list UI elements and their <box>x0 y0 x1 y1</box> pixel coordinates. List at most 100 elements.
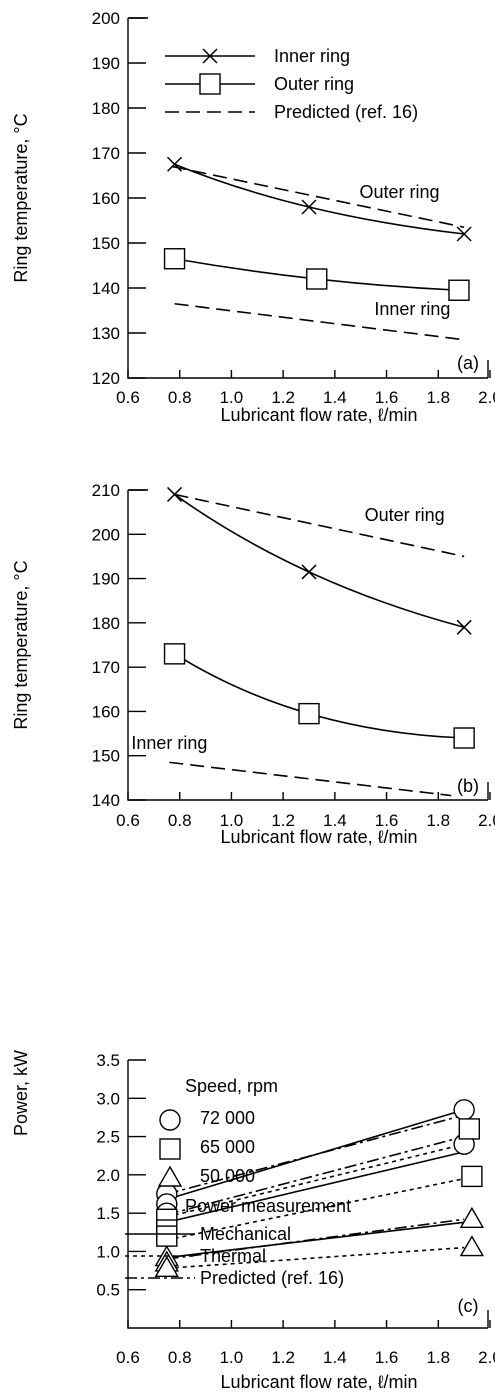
x-axis-label: Lubricant flow rate, ℓ/min <box>221 1372 418 1392</box>
legend-label: Predicted (ref. 16) <box>200 1268 344 1288</box>
series-10 <box>156 1118 483 1247</box>
series-1 <box>166 1151 465 1224</box>
legend-label: 50 000 <box>200 1166 255 1186</box>
x-tick-label: 0.6 <box>116 1348 140 1367</box>
series-0 <box>167 156 472 242</box>
x-tick-label: 1.6 <box>375 1348 399 1367</box>
series-6 <box>166 1114 465 1195</box>
y-tick-label: 170 <box>92 658 120 677</box>
legend-title: Power measurement <box>185 1196 351 1216</box>
data-point-x <box>456 226 472 242</box>
series-line <box>166 1135 465 1216</box>
y-tick-label: 120 <box>92 369 120 388</box>
legend-marker-x <box>202 48 218 64</box>
annotation: Outer ring <box>365 505 445 525</box>
x-axis-label: Lubricant flow rate, ℓ/min <box>221 827 418 847</box>
x-tick-label: 0.8 <box>168 811 192 830</box>
x-tick-label: 0.6 <box>116 388 140 407</box>
legend-marker-circle <box>159 1109 181 1131</box>
series-line <box>171 165 465 229</box>
legend-label: 72 000 <box>200 1108 255 1128</box>
series-0 <box>167 486 472 635</box>
series-line <box>174 493 465 558</box>
y-tick-label: 2.5 <box>96 1128 120 1147</box>
data-point-circle <box>453 1099 475 1121</box>
series-line <box>174 302 465 341</box>
series-line <box>166 1114 465 1195</box>
legend: Inner ring Outer ring Predicted (ref. 16) <box>165 46 418 122</box>
data-point-square <box>163 248 186 270</box>
annotation: Inner ring <box>374 299 450 319</box>
x-tick-label: 1.8 <box>426 811 450 830</box>
y-tick-label: 140 <box>92 279 120 298</box>
x-tick-label: 2.0 <box>478 1348 495 1367</box>
data-point-square <box>458 1118 481 1140</box>
series-0 <box>166 1109 465 1201</box>
y-tick-label: 3.0 <box>96 1089 120 1108</box>
data-point-triangle <box>154 1255 180 1277</box>
data-point-square <box>298 702 320 725</box>
data-point-square <box>156 1225 178 1247</box>
data-point-x <box>301 564 317 580</box>
x-tick-label: 1.2 <box>271 811 295 830</box>
data-point-square <box>448 279 470 301</box>
series-5 <box>166 1246 465 1270</box>
legend-speed: Speed, rpm 72 000 65 000 50 000 <box>157 1076 278 1187</box>
x-tick-label: 1.6 <box>375 388 399 407</box>
data-point-x <box>456 619 472 635</box>
data-point-square <box>461 1165 483 1188</box>
y-tick-label: 1.0 <box>96 1242 120 1261</box>
y-tick-label: 130 <box>92 324 120 343</box>
series-line <box>166 1177 465 1241</box>
y-tick-label: 180 <box>92 614 120 633</box>
annotation: Outer ring <box>359 182 439 202</box>
panel-label: (b) <box>457 776 479 796</box>
panel-label: (a) <box>457 353 479 373</box>
x-tick-label: 2.0 <box>478 388 495 407</box>
series-line <box>174 653 465 739</box>
legend-label: Mechanical <box>200 1224 291 1244</box>
series-line <box>166 1246 465 1270</box>
series-3 <box>166 1143 465 1218</box>
y-tick-label: 170 <box>92 144 120 163</box>
data-point-x <box>301 199 317 215</box>
x-tick-label: 0.8 <box>168 388 192 407</box>
annotation: Inner ring <box>131 733 207 753</box>
y-tick-label: 150 <box>92 747 120 766</box>
x-axis-label: Lubricant flow rate, ℓ/min <box>221 405 418 425</box>
series-7 <box>166 1135 465 1216</box>
y-tick-label: 140 <box>92 791 120 810</box>
data-point-square <box>163 643 186 665</box>
x-tick-label: 1.0 <box>220 811 244 830</box>
legend-label: 65 000 <box>200 1137 255 1157</box>
y-tick-label: 1.5 <box>96 1204 120 1223</box>
series-line <box>166 1143 465 1218</box>
panel-b: 0.6 0.8 1.0 1.2 1.4 1.6 1.8 2.0 140 150 160 170 180 1… <box>11 481 495 847</box>
legend-label: Predicted (ref. 16) <box>274 102 418 122</box>
y-tick-label: 3.5 <box>96 1051 120 1070</box>
series-2 <box>174 493 465 558</box>
series-line <box>169 761 452 797</box>
series-line <box>166 1218 465 1260</box>
y-axis-label: Ring temperature, °C <box>11 560 31 729</box>
data-point-x <box>167 156 183 172</box>
data-point-square <box>453 727 475 749</box>
y-tick-label: 180 <box>92 99 120 118</box>
x-tick-label: 1.4 <box>323 811 347 830</box>
legend-marker-triangle <box>157 1165 183 1187</box>
x-tick-label: 2.0 <box>478 811 495 830</box>
y-tick-label: 200 <box>92 9 120 28</box>
y-tick-label: 0.5 <box>96 1281 120 1300</box>
data-point-square <box>306 268 328 290</box>
y-tick-label: 200 <box>92 525 120 544</box>
legend-marker-square <box>159 1138 181 1160</box>
x-tick-label: 1.2 <box>271 388 295 407</box>
x-tick-label: 1.0 <box>220 1348 244 1367</box>
panel-a: 0.6 0.8 1.0 1.2 1.4 1.6 1.8 2.0 120 130 140 150 160 1… <box>11 9 495 425</box>
data-point-triangle <box>459 1206 485 1228</box>
legend-label: Inner ring <box>274 46 350 66</box>
legend-power: Power measurement MechanicalThermalPredic… <box>125 1196 351 1288</box>
data-point-triangle <box>459 1235 485 1257</box>
series-line <box>166 1151 465 1224</box>
series-3 <box>169 761 452 797</box>
